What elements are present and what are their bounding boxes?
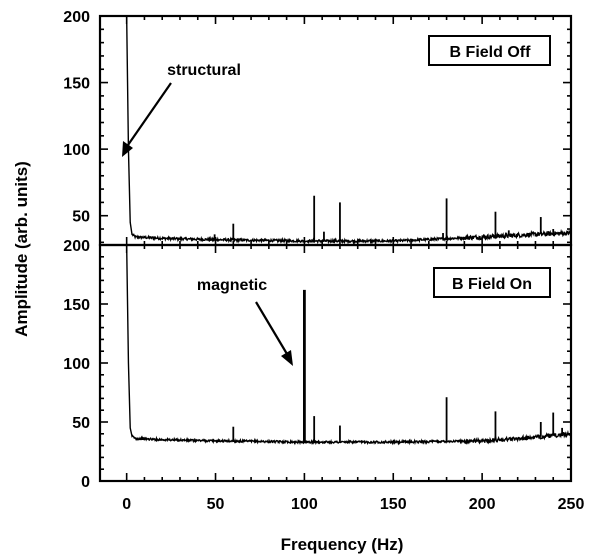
x-tick-label: 100 bbox=[291, 496, 318, 513]
y-tick-label: 50 bbox=[72, 209, 90, 226]
y-tick-labels-top: 50 100 150 200 bbox=[63, 9, 90, 226]
annotation-magnetic: magnetic bbox=[197, 277, 267, 294]
x-tick-label: 150 bbox=[380, 496, 407, 513]
y-axis-label: Amplitude (arb. units) bbox=[12, 161, 31, 337]
spectrum-baseline-on bbox=[125, 244, 572, 446]
y-tick-label: 200 bbox=[63, 238, 90, 255]
tick-marks-bottom bbox=[100, 244, 572, 481]
spectrum-trace-off bbox=[125, 15, 572, 245]
x-tick-label: 50 bbox=[207, 496, 225, 513]
annotation-arrow-structural bbox=[122, 82, 172, 157]
x-tick-label: 200 bbox=[469, 496, 496, 513]
y-tick-label: 150 bbox=[63, 76, 90, 93]
tick-marks-top bbox=[100, 15, 572, 245]
legend-box-bottom: B Field On bbox=[433, 267, 551, 298]
legend-label-off: B Field Off bbox=[450, 44, 532, 61]
annotation-structural: structural bbox=[167, 62, 241, 79]
y-tick-label: 100 bbox=[63, 356, 90, 373]
y-tick-label: 100 bbox=[63, 142, 90, 159]
annotation-arrow-magnetic bbox=[255, 301, 293, 366]
x-tick-label: 250 bbox=[558, 496, 585, 513]
spectrum-trace-on bbox=[125, 244, 572, 446]
y-tick-label: 50 bbox=[72, 415, 90, 432]
legend-box-top: B Field Off bbox=[428, 35, 551, 66]
x-tick-labels: 0 50 100 150 200 250 bbox=[122, 496, 584, 513]
y-tick-label: 150 bbox=[63, 297, 90, 314]
y-tick-label: 0 bbox=[81, 474, 90, 491]
legend-label-on: B Field On bbox=[452, 276, 532, 293]
x-tick-label: 0 bbox=[122, 496, 131, 513]
x-axis-label: Frequency (Hz) bbox=[281, 535, 404, 554]
y-tick-labels-bottom: 0 50 100 150 200 bbox=[63, 238, 90, 491]
y-tick-label: 200 bbox=[63, 9, 90, 26]
panel-b-field-off: 50 100 150 200 B Field Off structural bbox=[63, 9, 573, 247]
spectrum-baseline-off bbox=[125, 15, 572, 245]
